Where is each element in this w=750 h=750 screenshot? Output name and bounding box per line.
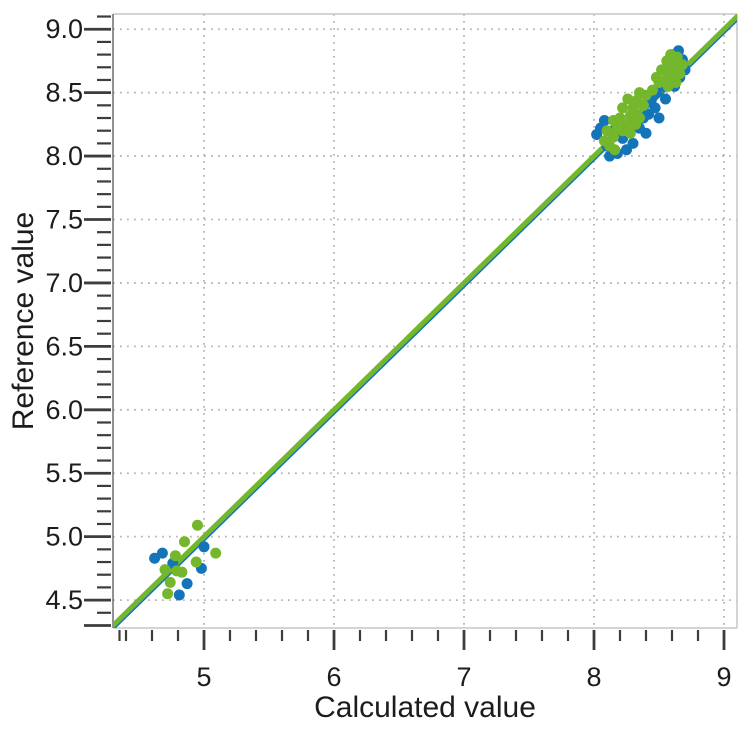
axis-ticks bbox=[84, 15, 726, 650]
data-point-green bbox=[674, 68, 686, 80]
data-point-green bbox=[637, 99, 649, 111]
y-tick-label: 6.0 bbox=[45, 395, 83, 425]
plot-border bbox=[112, 13, 738, 629]
data-point-green bbox=[621, 118, 632, 130]
data-point-green bbox=[192, 519, 203, 531]
data-point-green bbox=[662, 80, 674, 92]
data-point-green bbox=[601, 125, 613, 137]
data-point-green bbox=[162, 588, 174, 600]
data-point-green bbox=[210, 547, 222, 559]
data-point-green bbox=[604, 140, 616, 152]
x-tick-label: 8 bbox=[586, 662, 601, 692]
data-point-green bbox=[159, 564, 171, 576]
axis-tick-labels: 5 6 7 8 9 4.5 5.0 5.5 6.0 6.5 7.0 7.5 8.0 8.5 9.0 bbox=[45, 14, 731, 692]
data-point-blue bbox=[173, 589, 185, 601]
x-tick-label: 5 bbox=[196, 662, 211, 692]
y-tick-label: 9.0 bbox=[45, 14, 83, 44]
data-point-green bbox=[190, 556, 202, 568]
y-tick-label: 4.5 bbox=[45, 585, 83, 615]
data-point-blue bbox=[640, 127, 652, 139]
data-point-green bbox=[624, 127, 636, 139]
y-tick-label: 7.5 bbox=[45, 205, 83, 235]
data-point-green bbox=[171, 565, 183, 577]
data-point-blue bbox=[627, 137, 639, 149]
y-tick-label: 6.5 bbox=[45, 331, 83, 361]
data-points bbox=[149, 45, 691, 601]
data-point-green bbox=[630, 118, 642, 130]
data-point-blue bbox=[660, 93, 671, 105]
data-point-blue bbox=[149, 552, 161, 564]
data-point-green bbox=[617, 102, 629, 114]
y-tick-label: 8.5 bbox=[45, 78, 83, 108]
y-axis-title: Reference value bbox=[7, 212, 40, 430]
gridlines bbox=[113, 14, 737, 628]
x-tick-label: 9 bbox=[716, 662, 731, 692]
data-point-green bbox=[179, 536, 190, 548]
data-point-green bbox=[169, 550, 181, 562]
x-tick-label: 6 bbox=[326, 662, 341, 692]
data-point-blue bbox=[181, 578, 193, 590]
y-tick-label: 5.0 bbox=[45, 522, 83, 552]
data-point-green bbox=[665, 49, 677, 61]
data-point-blue bbox=[598, 115, 610, 127]
data-point-green bbox=[622, 93, 634, 105]
data-point-blue bbox=[653, 112, 665, 124]
data-point-blue bbox=[617, 132, 629, 144]
y-tick-label: 5.5 bbox=[45, 458, 83, 488]
data-point-blue bbox=[156, 547, 168, 559]
y-tick-label: 8.0 bbox=[45, 141, 83, 171]
data-point-blue bbox=[198, 541, 210, 553]
data-point-green bbox=[647, 84, 658, 96]
data-point-green bbox=[164, 576, 176, 588]
x-tick-label: 7 bbox=[456, 662, 471, 692]
x-axis-title: Calculated value bbox=[314, 691, 536, 724]
y-tick-label: 7.0 bbox=[45, 268, 83, 298]
